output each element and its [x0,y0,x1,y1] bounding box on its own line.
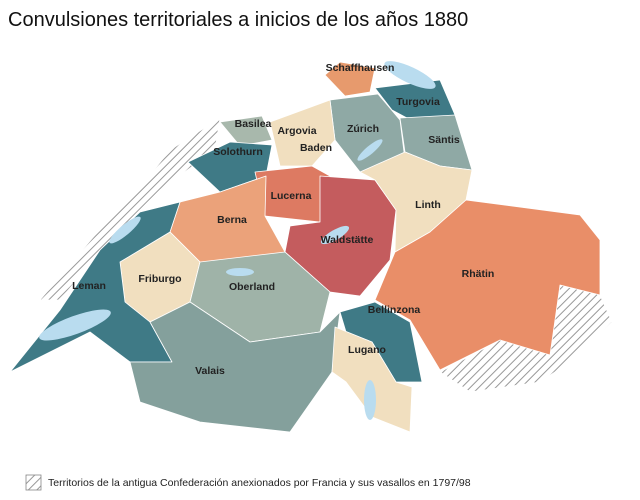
regions [9,61,613,433]
region-label: Valais [195,365,225,377]
region-label: Linth [415,199,441,211]
lake [384,61,436,89]
legend-label: Territorios de la antigua Confederación … [48,477,471,489]
region-label: Turgovia [396,96,440,108]
region-label: Bellinzona [368,304,421,316]
region-label: Lucerna [271,190,312,202]
lake [226,268,254,276]
region-label: Baden [300,142,332,154]
lakes [39,61,436,420]
region-label: Friburgo [138,273,181,285]
region-label: Leman [72,280,106,292]
hatched-area [39,117,221,301]
region [187,141,273,193]
region-label: Oberland [229,281,275,293]
region [219,115,273,147]
region-label: Basilea [235,118,272,130]
region-label: Zúrich [347,123,379,135]
map-title: Convulsiones territoriales a inicios de … [8,9,468,31]
region-label: Schaffhausen [326,62,395,74]
region [374,199,601,371]
region [269,99,336,167]
region [324,61,376,97]
region-label: Berna [217,214,247,226]
lake [357,139,383,161]
region-label: Rhätin [462,268,495,280]
region [331,326,413,433]
region-label: Säntis [428,134,460,146]
lake [39,309,111,341]
lake [109,216,141,244]
region-labels: Schaffhausen Turgovia Basilea Argovia Zú… [72,62,494,377]
lake [320,225,350,245]
region [129,301,341,433]
region-label: Solothurn [213,146,263,158]
legend: Territorios de la antigua Confederación … [25,474,471,491]
legend-swatch [25,474,42,491]
region-label: Lugano [348,344,386,356]
region-label: Argovia [277,125,316,137]
lake [364,380,376,420]
region-label: Waldstätte [321,234,374,246]
